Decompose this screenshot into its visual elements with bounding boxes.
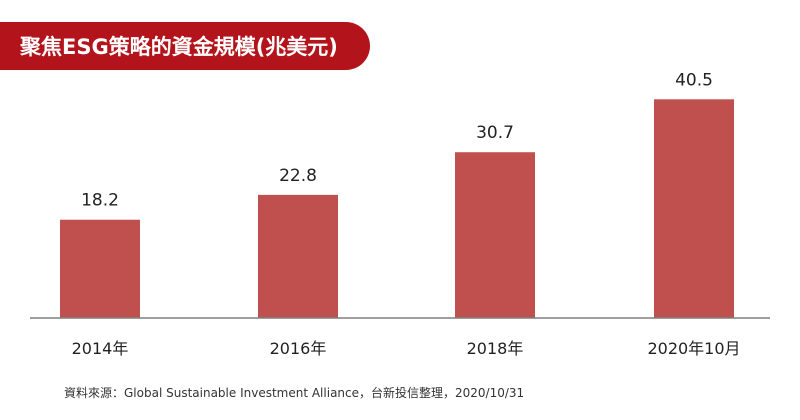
bar-4 — [654, 99, 734, 318]
source-note: 資料來源：Global Sustainable Investment Allia… — [64, 386, 525, 400]
category-labels-group: 2014年 2016年 2018年 2020年10月 — [72, 339, 741, 358]
category-label-2: 2016年 — [270, 339, 327, 358]
category-label-4: 2020年10月 — [647, 339, 740, 358]
category-label-3: 2018年 — [467, 339, 524, 358]
value-labels-group: 18.2 22.8 30.7 40.5 — [81, 70, 713, 210]
bar-1 — [60, 219, 140, 318]
chart-title: 聚焦ESG策略的資金規模(兆美元) — [20, 35, 338, 59]
bar-2 — [258, 194, 338, 318]
value-label-4: 40.5 — [675, 70, 713, 90]
value-label-2: 22.8 — [279, 166, 317, 186]
bars-group — [60, 99, 734, 318]
title-banner: 聚焦ESG策略的資金規模(兆美元) — [0, 22, 370, 70]
value-label-3: 30.7 — [476, 123, 514, 143]
bar-3 — [455, 152, 535, 318]
category-label-1: 2014年 — [72, 339, 129, 358]
value-label-1: 18.2 — [81, 191, 119, 211]
